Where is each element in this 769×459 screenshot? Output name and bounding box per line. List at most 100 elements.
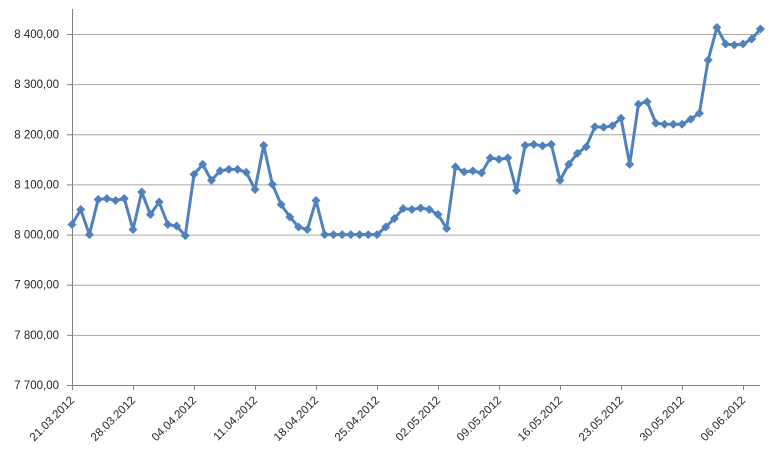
y-tick-label: 7 700,00 — [14, 380, 59, 392]
x-tick-label: 11.04.2012 — [212, 395, 261, 444]
data-point — [67, 220, 77, 230]
data-point — [154, 197, 164, 207]
data-point — [494, 154, 504, 164]
x-tick-label: 23.05.2012 — [577, 395, 626, 444]
data-point — [233, 164, 243, 174]
data-point — [180, 231, 190, 241]
x-tick-label: 16.05.2012 — [516, 395, 565, 444]
y-tick-label: 8 100,00 — [14, 179, 59, 191]
data-point — [546, 139, 556, 149]
y-tick-label: 8 200,00 — [14, 129, 59, 141]
data-point — [625, 159, 635, 169]
data-point — [206, 175, 216, 185]
data-point — [511, 185, 521, 195]
data-point — [651, 118, 661, 128]
data-point — [93, 194, 103, 204]
data-point — [485, 153, 495, 163]
data-point — [119, 193, 129, 203]
x-tick-label: 28.03.2012 — [89, 395, 138, 444]
y-axis-ticks — [67, 34, 72, 386]
data-point — [607, 121, 617, 131]
data-point — [267, 179, 277, 189]
x-tick-label: 30.05.2012 — [638, 395, 687, 444]
data-point — [503, 153, 513, 163]
data-point — [128, 225, 138, 235]
y-tick-label: 7 800,00 — [14, 330, 59, 342]
data-point — [529, 139, 539, 149]
data-point — [337, 230, 347, 240]
x-tick-label: 09.05.2012 — [455, 395, 504, 444]
axes — [67, 9, 760, 390]
y-tick-label: 8 400,00 — [14, 29, 59, 41]
data-point — [738, 39, 748, 49]
data-point — [459, 167, 469, 177]
data-point — [372, 230, 382, 240]
data-point-markers — [67, 22, 765, 241]
data-point — [320, 230, 330, 240]
data-point — [520, 140, 530, 150]
data-point — [442, 224, 452, 234]
y-tick-label: 8 300,00 — [14, 79, 59, 91]
data-point — [599, 122, 609, 132]
data-point — [111, 195, 121, 205]
y-axis-labels: 8 400,00 8 300,00 8 200,00 8 100,00 8 000,00… — [14, 29, 59, 392]
y-tick-label: 8 000,00 — [14, 230, 59, 242]
x-tick-label: 04.04.2012 — [150, 395, 199, 444]
data-point — [424, 205, 434, 214]
x-tick-label: 18.04.2012 — [272, 395, 321, 444]
data-point — [285, 212, 295, 222]
data-point — [660, 119, 670, 129]
data-point — [259, 140, 269, 150]
data-point — [686, 114, 696, 124]
data-point — [224, 164, 234, 174]
data-point — [172, 221, 182, 231]
data-point — [241, 167, 251, 177]
data-point — [642, 97, 652, 107]
data-point — [572, 148, 582, 158]
data-point — [721, 39, 731, 49]
data-point — [76, 205, 86, 214]
data-point — [433, 210, 443, 220]
data-point — [555, 175, 565, 185]
data-point — [381, 222, 391, 232]
x-axis-ticks — [72, 385, 744, 390]
data-point — [102, 193, 112, 203]
data-point — [712, 22, 722, 32]
data-point — [564, 159, 574, 169]
data-point — [198, 159, 208, 169]
data-point — [581, 142, 591, 152]
x-axis-labels: 21.03.2012 28.03.2012 04.04.2012 11.04.2012… — [28, 395, 748, 444]
data-point — [294, 222, 304, 232]
series-line — [70, 26, 762, 238]
data-point — [398, 203, 408, 213]
data-point — [694, 108, 704, 118]
data-point — [250, 184, 260, 194]
data-point — [84, 230, 94, 240]
data-point — [389, 214, 399, 224]
data-point — [590, 122, 600, 132]
x-tick-label: 06.06.2012 — [699, 395, 748, 444]
x-tick-label: 25.04.2012 — [333, 395, 382, 444]
data-point — [633, 99, 643, 109]
data-point — [355, 230, 365, 240]
data-point — [302, 225, 312, 235]
data-point — [747, 34, 757, 44]
data-point — [163, 220, 173, 230]
data-point — [477, 168, 487, 178]
y-tick-label: 7 900,00 — [14, 280, 59, 292]
data-point — [703, 55, 713, 65]
data-point — [416, 203, 426, 213]
data-point — [328, 230, 338, 240]
x-tick-label: 21.03.2012 — [28, 395, 77, 444]
data-point — [616, 113, 626, 123]
data-point — [311, 195, 321, 205]
data-point — [189, 169, 199, 179]
data-point — [755, 24, 765, 34]
data-point — [668, 119, 678, 129]
data-point — [137, 187, 147, 197]
data-point — [363, 230, 373, 240]
data-point — [145, 210, 155, 220]
data-point — [468, 166, 478, 176]
